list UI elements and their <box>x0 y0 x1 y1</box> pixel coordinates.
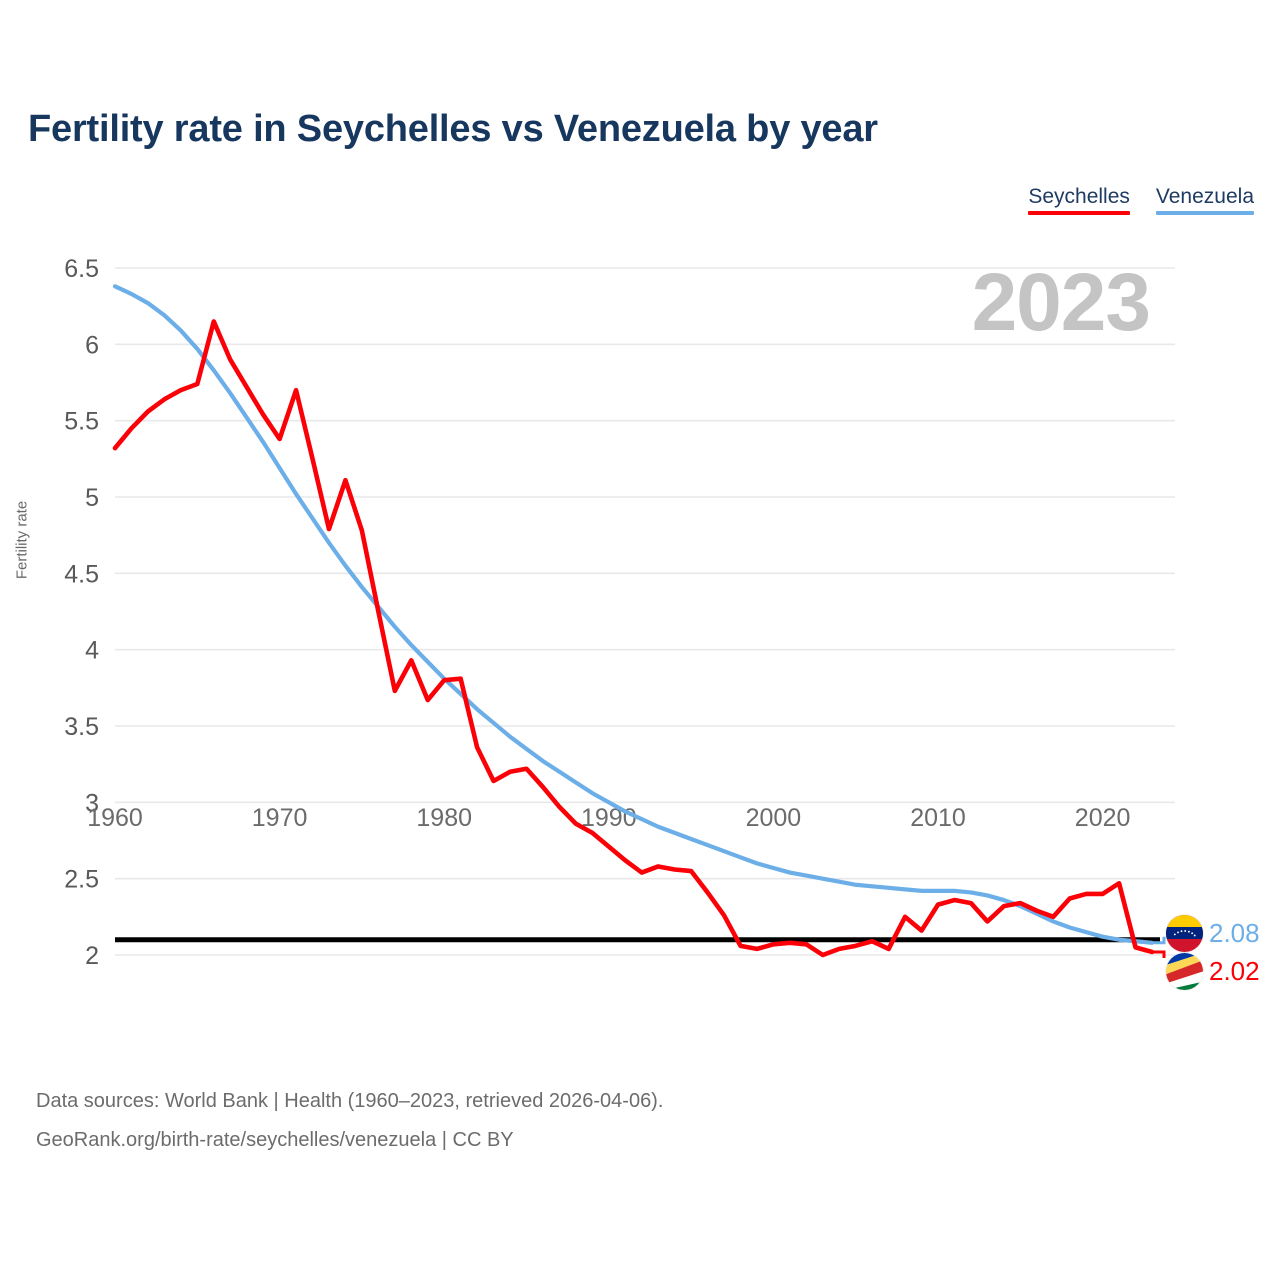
legend-item-seychelles[interactable]: Seychelles <box>1028 185 1130 216</box>
year-watermark: 2023 <box>971 257 1151 348</box>
legend-item-venezuela[interactable]: Venezuela <box>1155 185 1254 216</box>
footer-sources: Data sources: World Bank | Health (1960–… <box>36 1082 663 1160</box>
end-label-leaders <box>1152 936 1166 958</box>
svg-text:2020: 2020 <box>1075 804 1131 832</box>
plot-area: 2 2.5 3 3.5 4 4.5 5 5.5 6 6.5 1960 1970 1980 1990 200… <box>0 240 1280 1000</box>
footer-line-1: Data sources: World Bank | Health (1960–… <box>36 1090 664 1112</box>
svg-text:3.5: 3.5 <box>64 713 99 741</box>
svg-text:4: 4 <box>85 637 99 665</box>
svg-text:6.5: 6.5 <box>64 255 99 283</box>
legend-label-venezuela: Venezuela <box>1155 185 1254 208</box>
page-title: Fertility rate in Seychelles vs Venezuel… <box>28 108 878 150</box>
svg-text:2010: 2010 <box>910 804 966 832</box>
svg-text:1980: 1980 <box>416 804 472 832</box>
x-axis-ticks: 1960 1970 1980 1990 2000 2010 2020 <box>87 804 1130 832</box>
svg-text:1990: 1990 <box>581 804 637 832</box>
svg-text:5: 5 <box>85 484 99 512</box>
svg-text:2000: 2000 <box>746 804 802 832</box>
footer-line-2: GeoRank.org/birth-rate/seychelles/venezu… <box>36 1129 514 1151</box>
legend-swatch-seychelles <box>1028 211 1130 216</box>
y-axis-ticks: 2 2.5 3 3.5 4 4.5 5 5.5 6 6.5 <box>64 255 99 970</box>
series-line-seychelles <box>112 319 1155 958</box>
svg-text:4.5: 4.5 <box>64 560 99 588</box>
gridlines <box>115 267 1175 956</box>
legend-label-seychelles: Seychelles <box>1028 185 1130 208</box>
svg-text:2: 2 <box>85 942 99 970</box>
legend-swatch-venezuela <box>1155 211 1254 216</box>
svg-text:2.5: 2.5 <box>64 866 99 894</box>
svg-text:6: 6 <box>85 331 99 359</box>
svg-text:5.5: 5.5 <box>64 408 99 436</box>
svg-text:3: 3 <box>85 789 99 817</box>
chart-svg: 2 2.5 3 3.5 4 4.5 5 5.5 6 6.5 1960 1970 1980 1990 200… <box>64 255 1175 970</box>
svg-text:1960: 1960 <box>87 804 143 832</box>
chart-legend: Seychelles Venezuela <box>1028 185 1254 216</box>
series-line-venezuela <box>112 284 1155 945</box>
svg-text:1970: 1970 <box>252 804 308 832</box>
